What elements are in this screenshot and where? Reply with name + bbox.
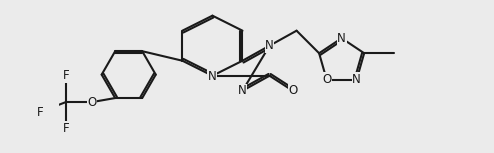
Text: N: N <box>352 73 361 86</box>
Text: F: F <box>63 69 69 82</box>
Text: O: O <box>87 95 97 108</box>
Text: N: N <box>337 32 346 45</box>
Text: O: O <box>322 73 331 86</box>
Text: F: F <box>37 106 43 119</box>
Text: N: N <box>265 39 274 52</box>
Text: N: N <box>208 70 217 83</box>
Text: N: N <box>238 84 247 97</box>
Text: O: O <box>288 84 297 97</box>
Text: F: F <box>63 122 69 135</box>
